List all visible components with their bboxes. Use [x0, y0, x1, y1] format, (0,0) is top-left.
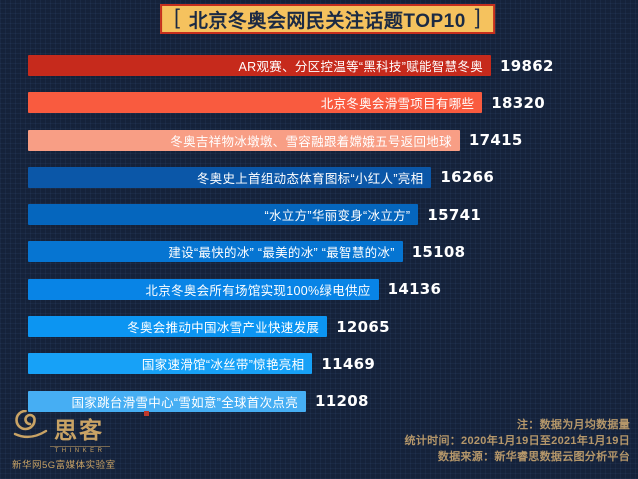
bar-value: 14136 [387, 280, 442, 299]
bar-row: “水立方”华丽变身“冰立方” 15741 [28, 204, 628, 226]
bar-value: 11469 [321, 354, 376, 373]
logo-subtitle: THINKER [50, 446, 110, 454]
bar-label: “水立方”华丽变身“冰立方” [264, 209, 411, 224]
bar: 北京冬奥会滑雪项目有哪些 [28, 92, 483, 114]
bar-label: AR观赛、分区控温等“黑科技”赋能智慧冬奥 [238, 60, 483, 74]
bar-label: 北京冬奥会所有场馆实现100%绿电供应 [145, 283, 371, 298]
bar-row: 国家跳台滑雪中心“雪如意”全球首次点亮 11208 [28, 390, 628, 412]
bar-row: 北京冬奥会滑雪项目有哪些 18320 [28, 92, 628, 114]
bar-label: 冬奥会推动中国冰雪产业快速发展 [127, 321, 320, 336]
bar-value: 16266 [440, 168, 495, 187]
bar: 建设“最快的冰” “最美的冰” “最智慧的冰” [28, 241, 403, 263]
bar-row: AR观赛、分区控温等“黑科技”赋能智慧冬奥 19862 [28, 55, 628, 76]
bar-chart: AR观赛、分区控温等“黑科技”赋能智慧冬奥 19862 北京冬奥会滑雪项目有哪些… [28, 55, 628, 428]
bar-row: 国家速滑馆“冰丝带”惊艳亮相 11469 [28, 353, 628, 375]
bar: 国家速滑馆“冰丝带”惊艳亮相 [28, 353, 313, 375]
title-text: 北京冬奥会网民关注话题TOP10 [188, 10, 466, 32]
bar-label: 建设“最快的冰” “最美的冰” “最智慧的冰” [168, 246, 395, 261]
bar-value: 19862 [500, 56, 554, 75]
title-bracket-left: [ [174, 6, 180, 29]
bar-row: 建设“最快的冰” “最美的冰” “最智慧的冰” 15108 [28, 241, 628, 263]
note-line-2: 统计时间：2020年1月19日至2021年1月19日 [404, 435, 630, 447]
bar-row: 冬奥吉祥物冰墩墩、雪容融跟着嫦娥五号返回地球 17415 [28, 129, 628, 151]
title-bracket-right: ] [474, 6, 481, 29]
bar-row: 北京冬奥会所有场馆实现100%绿电供应 14136 [28, 278, 628, 300]
bar-label: 国家跳台滑雪中心“雪如意”全球首次点亮 [71, 395, 298, 410]
thinker-logo: 思客 THINKER 新华网5G富媒体实验室 [12, 409, 149, 471]
bar-value: 12065 [336, 317, 390, 336]
logo-seal-mark [144, 411, 149, 416]
bar-label: 冬奥史上首组动态体育图标“小红人”亮相 [196, 171, 424, 186]
bar-value: 15741 [427, 205, 482, 224]
bar-row: 冬奥史上首组动态体育图标“小红人”亮相 16266 [28, 166, 628, 188]
logo-organization: 新华网5G富媒体实验室 [12, 460, 116, 471]
bar-row: 冬奥会推动中国冰雪产业快速发展 12065 [28, 316, 628, 338]
note-line-1: 注：数据为月均数据量 [517, 419, 630, 431]
bar-label: 冬奥吉祥物冰墩墩、雪容融跟着嫦娥五号返回地球 [170, 134, 452, 149]
bar-value: 17415 [468, 131, 523, 150]
note-line-3: 数据来源：新华睿思数据云图分析平台 [437, 451, 630, 463]
bar-value: 11208 [315, 392, 369, 411]
bar-label: 国家速滑馆“冰丝带”惊艳亮相 [141, 358, 305, 373]
bar: 冬奥史上首组动态体育图标“小红人”亮相 [28, 166, 432, 188]
bar: 冬奥吉祥物冰墩墩、雪容融跟着嫦娥五号返回地球 [28, 129, 460, 151]
bar: 北京冬奥会所有场馆实现100%绿电供应 [28, 278, 379, 300]
bar: 冬奥会推动中国冰雪产业快速发展 [28, 316, 328, 338]
logo-name: 思客 [54, 416, 104, 444]
page-title: [ 北京冬奥会网民关注话题TOP10 ] [160, 4, 495, 34]
bar: “水立方”华丽变身“冰立方” [28, 204, 419, 226]
bar-value: 15108 [411, 242, 466, 261]
bar-label: 北京冬奥会滑雪项目有哪些 [320, 97, 475, 112]
data-source-notes: 注：数据为月均数据量 统计时间：2020年1月19日至2021年1月19日 数据… [405, 417, 630, 465]
spiral-logo-icon [12, 409, 48, 445]
bar-value: 18320 [491, 93, 545, 112]
bar: AR观赛、分区控温等“黑科技”赋能智慧冬奥 [28, 55, 491, 76]
bar: 国家跳台滑雪中心“雪如意”全球首次点亮 [28, 390, 306, 412]
